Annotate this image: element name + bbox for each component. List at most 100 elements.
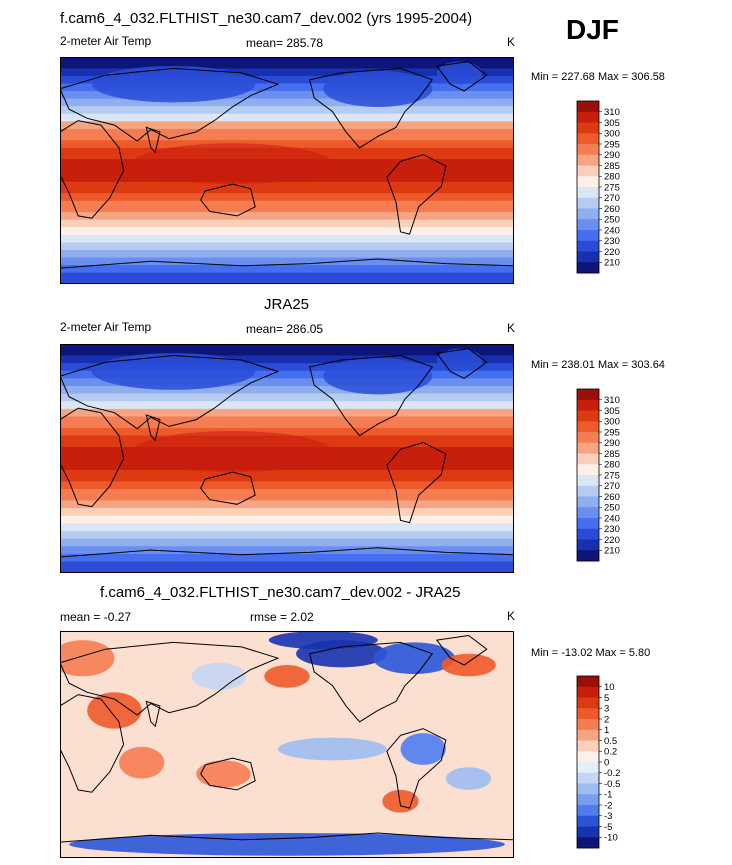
colorbar-label: 305 (604, 406, 620, 417)
map-band (60, 144, 514, 149)
map-band (60, 268, 514, 274)
coastline (309, 67, 434, 149)
panel3-units-label: K (507, 609, 516, 623)
colorbar-label: 285 (604, 449, 620, 460)
colorbar-swatch (577, 740, 599, 752)
colorbar-swatch (577, 496, 599, 508)
panel3-mean-label: mean = -0.27 (60, 610, 132, 624)
map-band (60, 550, 514, 555)
map-band (60, 431, 514, 437)
map-band (60, 132, 514, 137)
colorbar-swatch (577, 421, 599, 433)
map-band (60, 519, 514, 524)
warm-pool (132, 143, 333, 185)
panel1-variable-label: 2-meter Air Temp (60, 34, 152, 48)
map-band (60, 534, 514, 540)
anomaly-patch (400, 733, 446, 765)
map-band (60, 401, 514, 406)
colorbar-label: 280 (604, 172, 620, 183)
map-band (60, 359, 514, 364)
map-band (60, 351, 514, 356)
colorbar-label: 295 (604, 427, 620, 438)
map-band (60, 219, 514, 224)
coastline (386, 728, 447, 809)
coastline (145, 414, 161, 442)
map-band (60, 102, 514, 107)
anomaly-patch (69, 833, 505, 856)
coastline (60, 354, 280, 430)
cold-region (323, 357, 433, 395)
map-band (60, 408, 514, 414)
map-band (60, 257, 514, 262)
map-band (60, 249, 514, 255)
colorbar-swatch (577, 751, 599, 763)
panel3-map (60, 631, 514, 858)
anomaly-patch (441, 653, 496, 677)
coastline (386, 441, 447, 524)
map-band (60, 223, 514, 228)
colorbar-swatch (577, 783, 599, 795)
map-band (60, 91, 514, 96)
map-band (60, 109, 514, 115)
colorbar-label: 240 (604, 225, 620, 236)
map-band (60, 485, 514, 490)
colorbar-label: 310 (604, 107, 620, 118)
colorbar-label: 0.2 (604, 747, 617, 758)
map-band (60, 196, 514, 202)
coastline (60, 67, 280, 142)
coastline (200, 471, 256, 505)
panel1-mean-label: mean= 285.78 (246, 36, 324, 50)
panel3-minmax: Min = -13.02 Max = 5.80 (531, 647, 651, 659)
colorbar-label: -5 (604, 822, 612, 833)
map-band (60, 561, 514, 566)
map-band (60, 204, 514, 209)
colorbar-label: 285 (604, 161, 620, 172)
map-band (60, 416, 514, 421)
cold-region (91, 353, 256, 390)
anomaly-patch (264, 665, 310, 688)
map-band (60, 140, 514, 145)
anomaly-patch (191, 662, 247, 691)
coastline (60, 694, 125, 793)
map-band (60, 185, 514, 190)
map-band (60, 242, 514, 247)
map-band (60, 246, 514, 251)
colorbar-label: 210 (604, 546, 620, 557)
map-band (60, 496, 514, 501)
map-band (60, 276, 514, 281)
map-band (60, 87, 514, 92)
panel3-title: f.cam6_4_032.FLTHIST_ne30.cam7_dev.002 -… (100, 584, 461, 601)
colorbar-label: 0 (604, 757, 609, 768)
colorbar-swatch (577, 154, 599, 166)
colorbar-swatch (577, 826, 599, 838)
map-band (60, 189, 514, 194)
colorbar-swatch (577, 729, 599, 741)
colorbar-swatch (577, 518, 599, 530)
map-band (60, 542, 514, 547)
colorbar-label: 5 (604, 693, 609, 704)
panel2-title: JRA25 (264, 296, 310, 313)
colorbar-swatch (577, 528, 599, 540)
panel1-colorbar: 3103053002952902852802752702602502402302… (576, 100, 620, 274)
cold-region (91, 66, 256, 103)
map-frame (60, 631, 514, 858)
map-band (60, 569, 514, 573)
map-band (60, 212, 514, 217)
colorbar-swatch (577, 507, 599, 519)
panel2-colorbar: 3103053002952902852802752702602502402302… (576, 388, 620, 562)
colorbar-label: -1 (604, 790, 612, 801)
map-band (60, 57, 514, 62)
colorbar-label: 295 (604, 139, 620, 150)
cold-region (323, 70, 433, 107)
colorbar-swatch (577, 719, 599, 731)
map-band (60, 557, 514, 563)
coastline (60, 120, 125, 219)
warm-pool (132, 431, 333, 473)
panel1-map (60, 57, 514, 284)
map-band (60, 366, 514, 372)
map-band (60, 363, 514, 368)
anomaly-patch (382, 789, 419, 813)
map-band (60, 344, 514, 349)
colorbar-label: 1 (604, 725, 609, 736)
coastline (435, 60, 488, 92)
